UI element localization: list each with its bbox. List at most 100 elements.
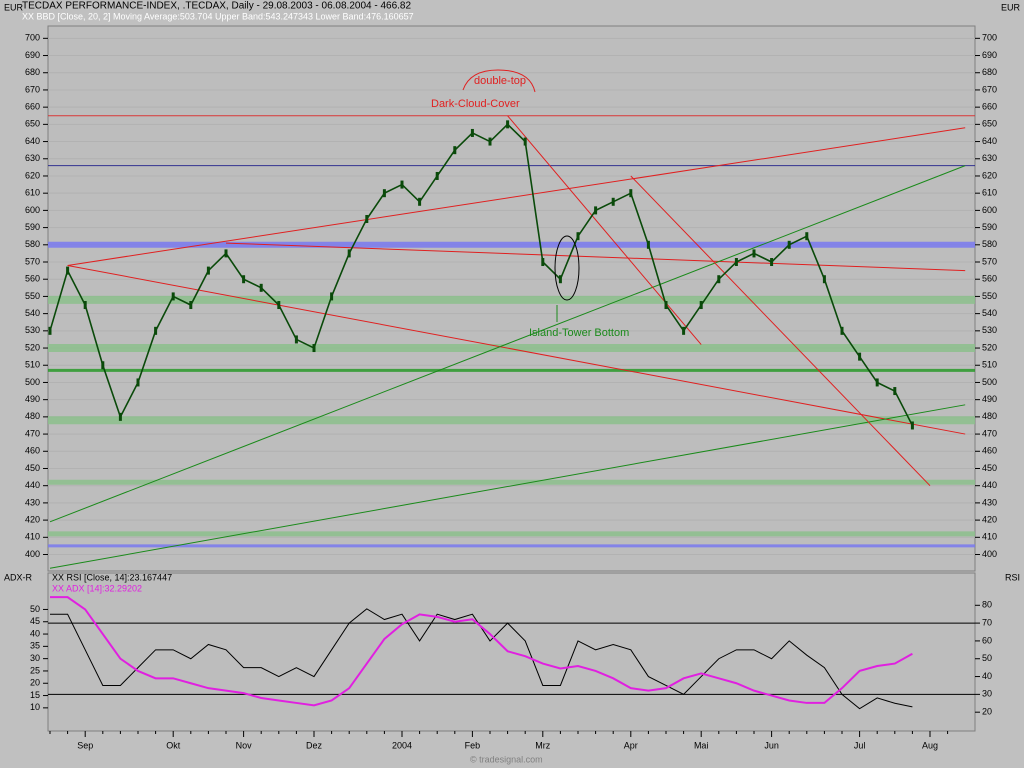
y-tick-label: 440 <box>25 480 40 490</box>
x-tick-label: Feb <box>465 740 481 750</box>
annotation-arc <box>462 69 536 93</box>
y2-tick-label: 650 <box>982 119 997 129</box>
price-point <box>66 266 70 275</box>
price-point <box>488 137 492 146</box>
footer: © tradesignal.com <box>470 754 543 764</box>
price-point <box>717 275 721 284</box>
y-axis-label: EUR <box>4 2 24 12</box>
price-point <box>189 301 193 310</box>
y-tick-label: 680 <box>25 67 40 77</box>
price-point <box>224 249 228 258</box>
price-point <box>594 206 598 215</box>
y-tick-label: 430 <box>25 497 40 507</box>
y-tick-label: 20 <box>30 678 40 688</box>
legend-label: XX RSI [Close, 14]:23.167447 <box>52 572 172 582</box>
y-tick-label: 400 <box>25 549 40 559</box>
y-tick-label: 620 <box>25 170 40 180</box>
y2-tick-label: 450 <box>982 463 997 473</box>
y2-tick-label: 510 <box>982 360 997 370</box>
y2-tick-label: 570 <box>982 256 997 266</box>
y-tick-label: 580 <box>25 239 40 249</box>
x-tick-label: Sep <box>77 740 93 750</box>
price-point <box>822 275 826 284</box>
price-line <box>49 123 914 426</box>
price-point <box>242 275 246 284</box>
y2-tick-label: 20 <box>982 707 992 717</box>
y2-tick-label: 420 <box>982 514 997 524</box>
price-point <box>682 326 686 335</box>
y-tick-label: 550 <box>25 291 40 301</box>
y-tick-label: 530 <box>25 325 40 335</box>
y-tick-label: 25 <box>30 665 40 675</box>
chart-subtitle: XX BBD [Close, 20, 2] Moving Average:503… <box>22 11 414 21</box>
y-tick-label: 420 <box>25 514 40 524</box>
price-point <box>330 292 334 301</box>
y-tick-label: 560 <box>25 274 40 284</box>
trend-line <box>67 127 966 266</box>
price-point <box>629 189 633 198</box>
y2-tick-label: 40 <box>982 671 992 681</box>
y-tick-label: 15 <box>30 690 40 700</box>
price-point <box>435 171 439 180</box>
y-tick-label: 520 <box>25 342 40 352</box>
y2-axis-label: RSI <box>1005 572 1020 582</box>
y-tick-label: 640 <box>25 136 40 146</box>
y2-tick-label: 590 <box>982 222 997 232</box>
trend-line <box>67 264 966 435</box>
y-tick-label: 700 <box>25 33 40 43</box>
y2-tick-label: 470 <box>982 428 997 438</box>
trend-line <box>49 165 966 523</box>
x-tick-label: Mai <box>694 740 709 750</box>
y2-tick-label: 500 <box>982 377 997 387</box>
price-point <box>470 128 474 137</box>
y-tick-label: 50 <box>30 604 40 614</box>
plot-area: 400 400 410 410 420 420 430 430 440 440 450 450 460 4… <box>25 33 997 751</box>
y2-axis-label: EUR <box>1001 2 1021 12</box>
trend-line <box>49 404 966 569</box>
y-tick-label: 540 <box>25 308 40 318</box>
price-point <box>875 378 879 387</box>
annotation-ellipse <box>554 235 580 301</box>
price-point <box>506 120 510 129</box>
y2-tick-label: 680 <box>982 67 997 77</box>
price-point <box>312 344 316 353</box>
price-point <box>206 266 210 275</box>
y-tick-label: 510 <box>25 360 40 370</box>
y-tick-label: 600 <box>25 205 40 215</box>
annotation: Dark-Cloud-Cover <box>431 98 520 110</box>
price-point <box>277 301 281 310</box>
price-point <box>541 258 545 267</box>
price-point <box>400 180 404 189</box>
y2-tick-label: 460 <box>982 446 997 456</box>
y-tick-label: 410 <box>25 532 40 542</box>
y2-tick-label: 700 <box>982 33 997 43</box>
trend-line <box>225 242 966 272</box>
y2-tick-label: 630 <box>982 153 997 163</box>
x-tick-label: Aug <box>922 740 938 750</box>
price-point <box>48 326 52 335</box>
price-point <box>699 301 703 310</box>
price-point <box>840 326 844 335</box>
y-tick-label: 570 <box>25 256 40 266</box>
y-tick-label: 650 <box>25 119 40 129</box>
price-point <box>418 197 422 206</box>
y-tick-label: 660 <box>25 102 40 112</box>
y-tick-label: 40 <box>30 628 40 638</box>
x-tick-label: 2004 <box>392 740 412 750</box>
y2-tick-label: 550 <box>982 291 997 301</box>
y2-tick-label: 660 <box>982 102 997 112</box>
y2-tick-label: 620 <box>982 170 997 180</box>
y-tick-label: 490 <box>25 394 40 404</box>
y2-tick-label: 610 <box>982 188 997 198</box>
y2-tick-label: 560 <box>982 274 997 284</box>
y-tick-label: 480 <box>25 411 40 421</box>
y-tick-label: 45 <box>30 616 40 626</box>
y-tick-label: 630 <box>25 153 40 163</box>
price-point <box>752 249 756 258</box>
price-point <box>259 283 263 292</box>
y2-tick-label: 410 <box>982 532 997 542</box>
x-tick-label: Okt <box>166 740 181 750</box>
y-tick-label: 690 <box>25 50 40 60</box>
x-tick-label: Mrz <box>535 740 550 750</box>
